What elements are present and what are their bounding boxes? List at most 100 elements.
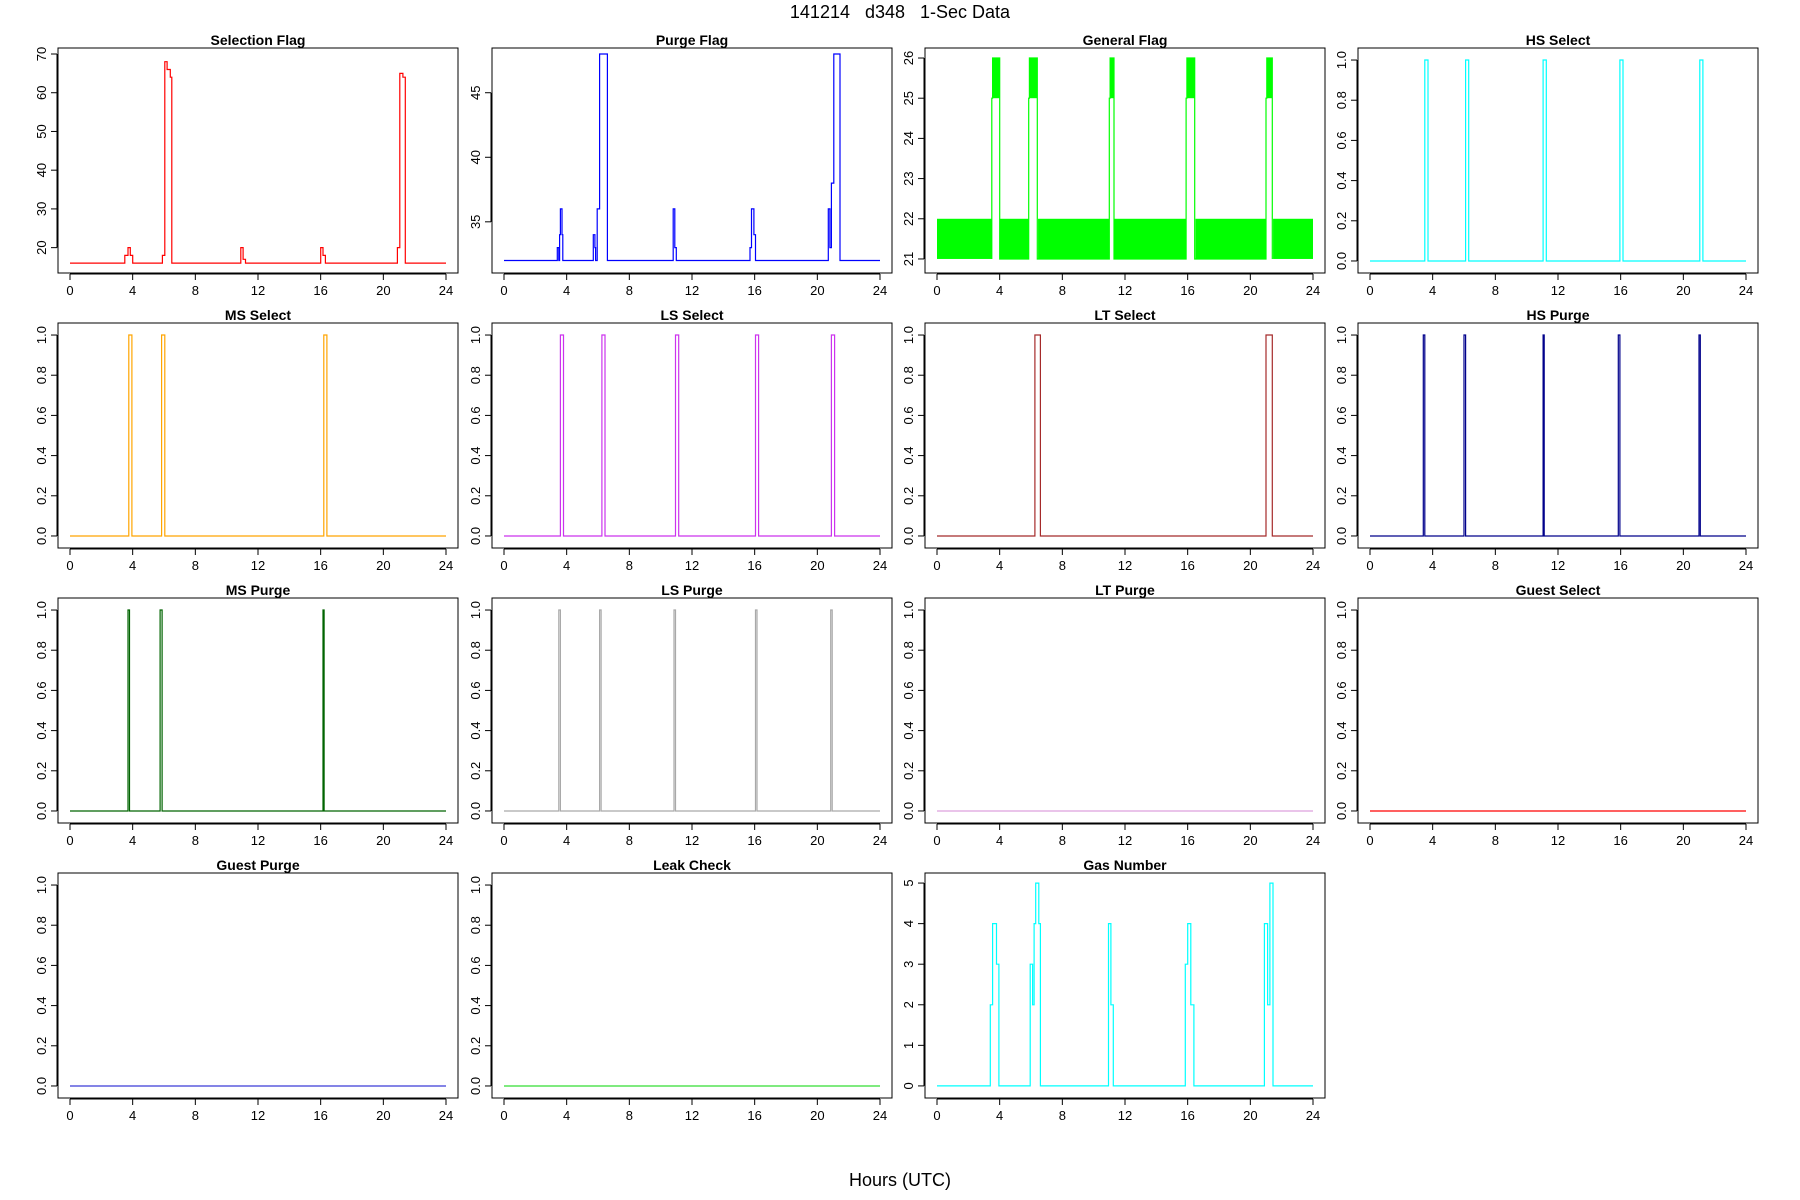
series-line (504, 53, 880, 262)
x-tick-label: 4 (563, 558, 570, 573)
x-tick-label: 0 (933, 1108, 940, 1123)
x-tick-label: 4 (996, 558, 1003, 573)
chart-title: Gas Number (1083, 857, 1167, 873)
x-tick-label: 24 (1739, 283, 1753, 298)
y-tick-label: 0.2 (901, 487, 916, 505)
x-tick-label: 4 (563, 833, 570, 848)
x-tick-label: 16 (747, 558, 761, 573)
y-tick-label: 0.2 (468, 487, 483, 505)
chart-title: LS Purge (661, 582, 723, 598)
x-tick-label: 12 (251, 833, 265, 848)
y-tick-label: 25 (901, 91, 916, 105)
y-tick-label: 1.0 (34, 601, 49, 619)
plot-frame (57, 872, 459, 1099)
x-tick-label: 16 (747, 1108, 761, 1123)
chart-panel: LT Select 0 4 8 12 16 20 24 0.0 0.2 0.4 0.6 0.8 1.0 (901, 307, 1326, 573)
x-tick-label: 0 (1366, 558, 1373, 573)
y-tick-label: 0.6 (34, 406, 49, 424)
filled-block (1110, 58, 1115, 99)
series-line (937, 334, 1313, 537)
y-tick-label: 0.8 (468, 916, 483, 934)
series-line (1370, 59, 1746, 262)
x-tick-label: 16 (313, 833, 327, 848)
y-tick-label: 2 (901, 1001, 916, 1008)
chart-panel: HS Select 0 4 8 12 16 20 24 0.0 0.2 0.4 0.6 0.8 1.0 (1334, 32, 1759, 298)
x-tick-label: 0 (500, 558, 507, 573)
y-tick-label: 26 (901, 51, 916, 65)
x-tick-label: 12 (1551, 283, 1565, 298)
x-tick-label: 12 (1118, 558, 1132, 573)
x-tick-label: 12 (1118, 283, 1132, 298)
plot-frame (1357, 597, 1759, 824)
y-tick-label: 70 (34, 47, 49, 61)
x-tick-label: 0 (1366, 283, 1373, 298)
x-tick-label: 12 (685, 558, 699, 573)
x-tick-label: 8 (1492, 833, 1499, 848)
x-tick-label: 4 (1429, 283, 1436, 298)
x-tick-label: 16 (1613, 283, 1627, 298)
x-tick-label: 24 (439, 283, 453, 298)
x-tick-label: 0 (66, 283, 73, 298)
chart-panel: LT Purge 0 4 8 12 16 20 24 0.0 0.2 0.4 0.6 0.8 1.0 (901, 582, 1326, 848)
y-tick-label: 0.6 (468, 681, 483, 699)
x-tick-label: 0 (500, 1108, 507, 1123)
y-tick-label: 1.0 (1334, 51, 1349, 69)
y-tick-label: 0.4 (34, 997, 49, 1015)
x-tick-label: 8 (1059, 1108, 1066, 1123)
x-tick-label: 4 (563, 1108, 570, 1123)
y-tick-label: 50 (34, 124, 49, 138)
series-line (504, 334, 880, 537)
x-tick-label: 20 (1676, 283, 1690, 298)
y-tick-label: 0.6 (34, 681, 49, 699)
x-tick-label: 20 (810, 1108, 824, 1123)
x-tick-label: 0 (500, 283, 507, 298)
y-tick-label: 0.2 (34, 1037, 49, 1055)
chart-title: Leak Check (653, 857, 731, 873)
y-tick-label: 20 (34, 240, 49, 254)
y-tick-label: 40 (34, 163, 49, 177)
x-tick-label: 24 (439, 1108, 453, 1123)
y-tick-label: 0.4 (34, 722, 49, 740)
filled-band (999, 218, 1029, 259)
plot-frame (924, 47, 1326, 274)
figure-title: 141214 d348 1-Sec Data (789, 2, 1011, 22)
x-tick-label: 12 (1551, 833, 1565, 848)
x-tick-label: 24 (439, 558, 453, 573)
y-tick-label: 0.0 (468, 802, 483, 820)
y-tick-label: 40 (468, 150, 483, 164)
chart-title: Purge Flag (656, 32, 728, 48)
y-tick-label: 0.8 (34, 366, 49, 384)
chart-panel: Guest Purge 0 4 8 12 16 20 24 0.0 0.2 0.4 0.6 0.8 1.0 (34, 857, 459, 1123)
x-tick-label: 16 (313, 1108, 327, 1123)
filled-block (1186, 58, 1195, 99)
x-tick-label: 12 (685, 283, 699, 298)
x-tick-label: 4 (996, 833, 1003, 848)
y-tick-label: 0.2 (34, 762, 49, 780)
chart-title: HS Purge (1526, 307, 1589, 323)
x-tick-label: 12 (1551, 558, 1565, 573)
y-tick-label: 30 (34, 202, 49, 216)
x-tick-label: 24 (1306, 283, 1320, 298)
chart-panel: General Flag 0 4 8 12 16 20 24 21 22 23 24 25 26 (901, 32, 1326, 298)
y-tick-label: 23 (901, 171, 916, 185)
plot-frame (491, 597, 893, 824)
y-tick-label: 0.6 (1334, 681, 1349, 699)
plot-frame (924, 322, 1326, 549)
chart-title: HS Select (1526, 32, 1591, 48)
x-tick-label: 24 (873, 558, 887, 573)
x-tick-label: 0 (500, 833, 507, 848)
y-tick-label: 0.6 (468, 406, 483, 424)
chart-title: General Flag (1083, 32, 1168, 48)
x-tick-label: 8 (626, 833, 633, 848)
plot-frame (924, 872, 1326, 1099)
x-tick-label: 8 (192, 1108, 199, 1123)
y-tick-label: 1.0 (1334, 326, 1349, 344)
y-tick-label: 0.0 (1334, 802, 1349, 820)
y-tick-label: 0.0 (468, 1077, 483, 1095)
chart-panel: MS Purge 0 4 8 12 16 20 24 0.0 0.2 0.4 0.6 0.8 1.0 (34, 582, 459, 848)
y-tick-label: 0.4 (901, 447, 916, 465)
plot-frame (491, 322, 893, 549)
x-tick-label: 24 (1306, 1108, 1320, 1123)
chart-panel: MS Select 0 4 8 12 16 20 24 0.0 0.2 0.4 0.6 0.8 1.0 (34, 307, 459, 573)
